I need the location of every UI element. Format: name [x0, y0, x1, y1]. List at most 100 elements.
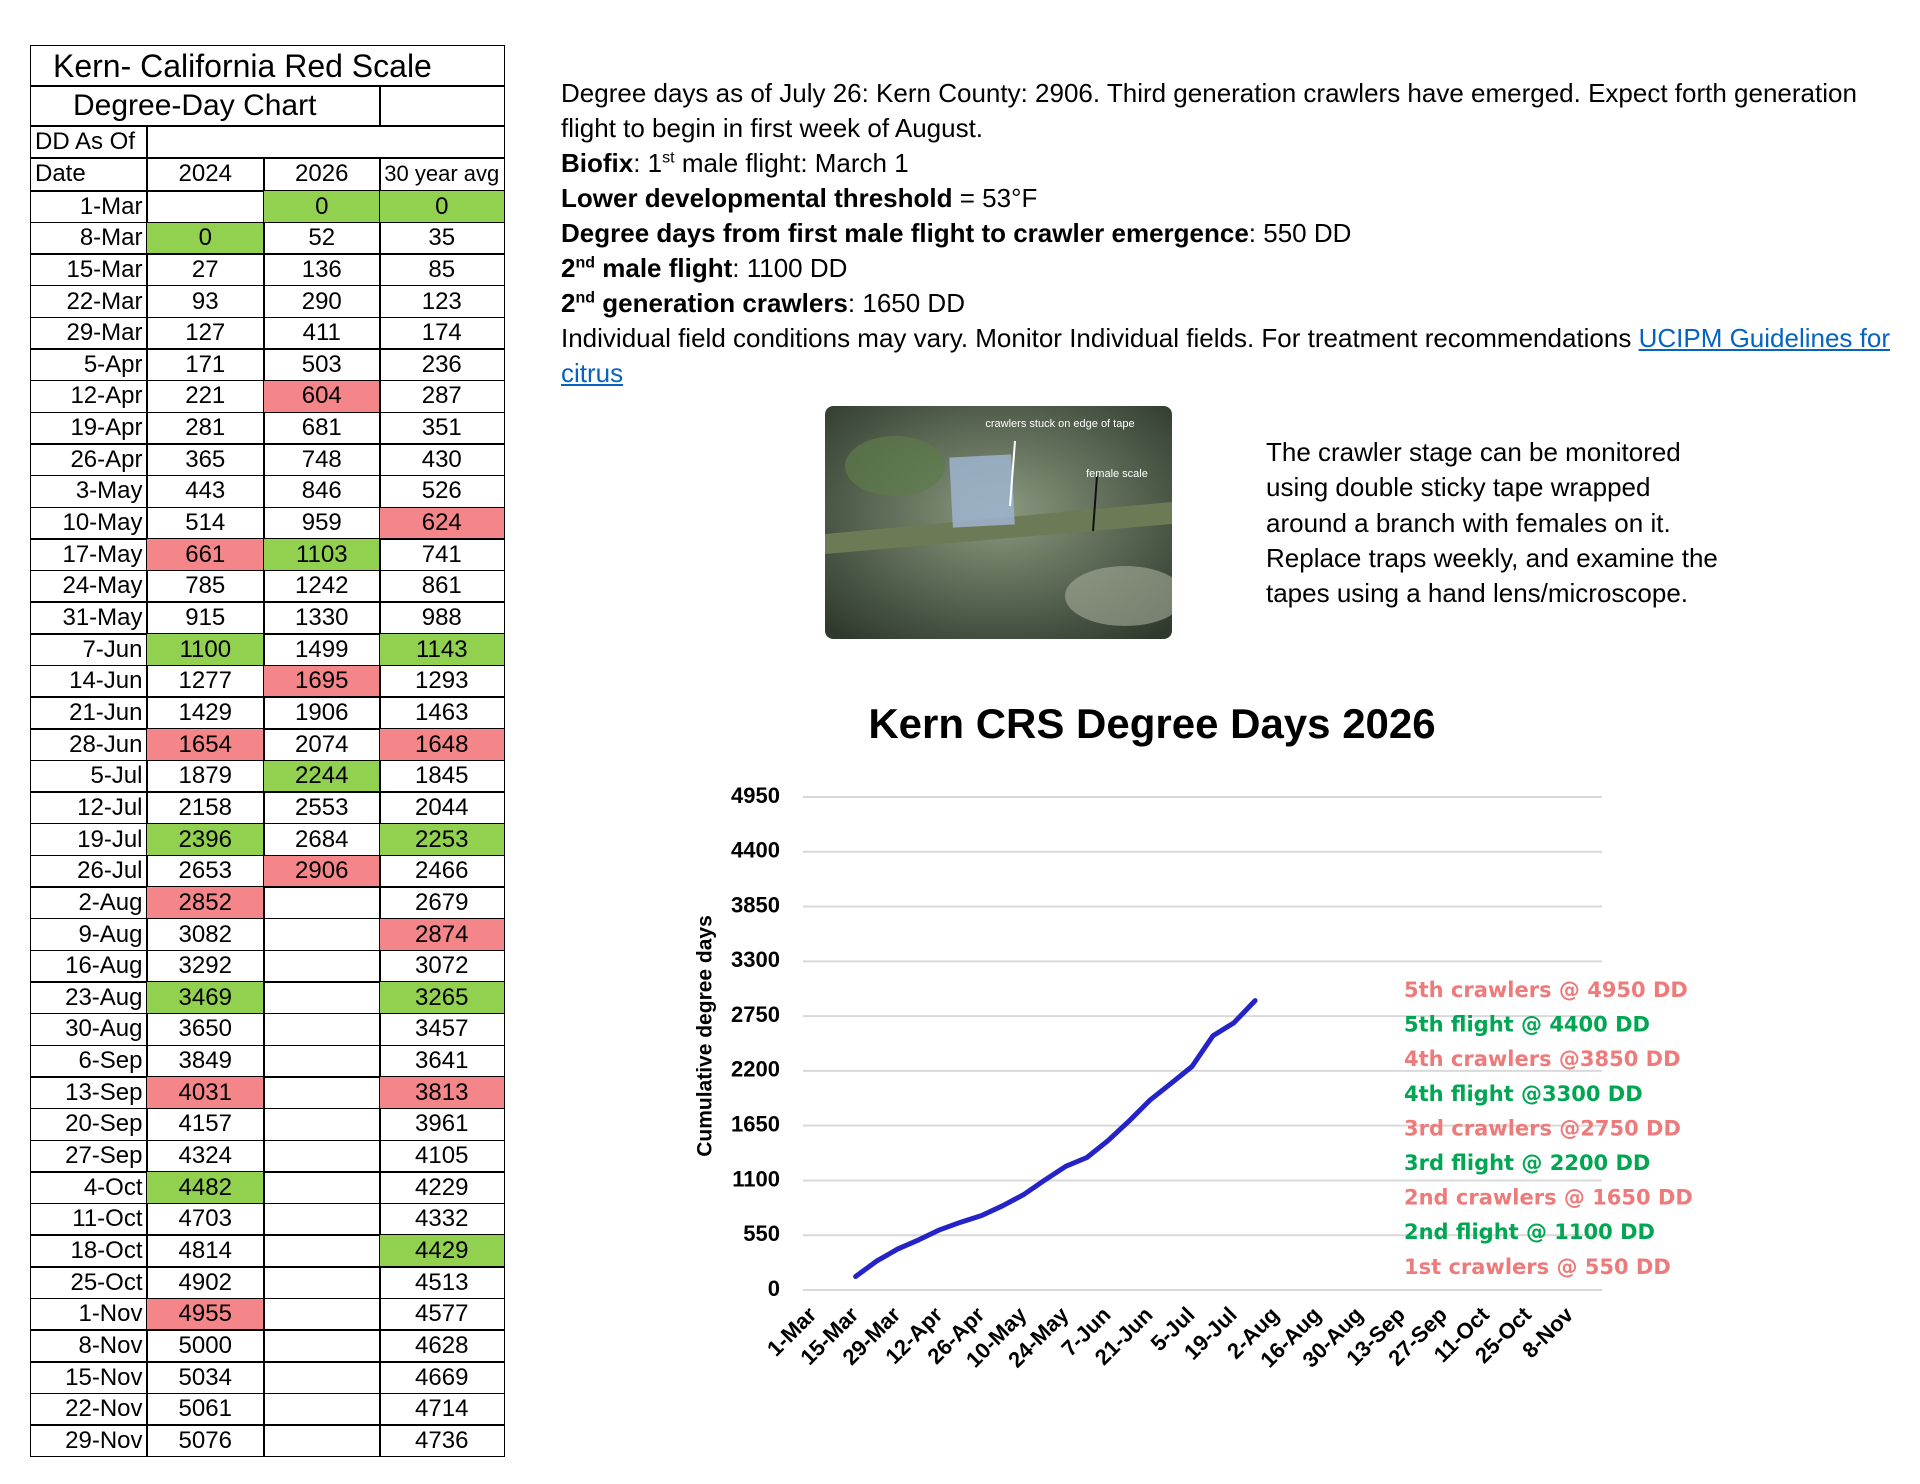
table-cell: 0 — [146, 221, 265, 255]
table-cell: 4513 — [379, 1266, 505, 1300]
column-header: 2024 — [146, 157, 265, 192]
table-cell — [263, 1076, 381, 1110]
y-tick-label: 1650 — [731, 1111, 780, 1136]
y-tick-label: 4950 — [731, 783, 780, 808]
table-cell — [263, 886, 381, 920]
leaf — [845, 436, 945, 496]
table-cell — [263, 1107, 381, 1141]
table-cell: 2684 — [263, 823, 381, 857]
table-cell: 281 — [146, 411, 265, 445]
table-cell: 1695 — [263, 664, 381, 698]
table-cell: 988 — [379, 601, 505, 635]
table-cell: 1293 — [379, 664, 505, 698]
table-cell: 2044 — [379, 791, 505, 825]
row-date: 27-Sep — [30, 1139, 148, 1173]
text-span: male flight: March 1 — [674, 148, 909, 178]
tape — [949, 454, 1015, 528]
text-span: : 1650 DD — [847, 288, 965, 318]
row-date: 2-Aug — [30, 886, 148, 920]
table-cell — [263, 1424, 381, 1458]
table-cell: 52 — [263, 221, 381, 255]
table-title: Kern- California Red Scale — [30, 45, 505, 87]
table-cell: 5076 — [146, 1424, 265, 1458]
table-cell: 915 — [146, 601, 265, 635]
table-cell: 0 — [263, 190, 381, 224]
note-paragraph: 2nd generation crawlers: 1650 DD — [561, 286, 1901, 321]
text-span: generation crawlers — [595, 288, 848, 318]
text-span: Degree days from first male flight to cr… — [561, 218, 1249, 248]
row-date: 12-Apr — [30, 379, 148, 414]
table-cell: 171 — [146, 348, 265, 382]
table-cell: 236 — [379, 348, 505, 382]
text-span: : 1 — [633, 148, 663, 178]
table-cell: 661 — [146, 538, 265, 572]
row-date: 19-Jul — [30, 823, 148, 857]
note-paragraph: Degree days as of July 26: Kern County: … — [561, 76, 1901, 146]
table-cell: 3961 — [379, 1107, 505, 1141]
table-cell: 2852 — [146, 886, 265, 920]
row-date: 12-Jul — [30, 791, 148, 825]
row-date: 31-May — [30, 601, 148, 635]
caption-line: Replace traps weekly, and examine the — [1266, 542, 1718, 573]
table-cell: 4429 — [379, 1234, 505, 1268]
table-cell: 2874 — [379, 917, 505, 952]
row-date: 22-Mar — [30, 284, 148, 319]
table-cell: 4332 — [379, 1202, 505, 1236]
note-paragraph: Lower developmental threshold = 53°F — [561, 181, 1901, 216]
text-span: male flight — [595, 253, 733, 283]
row-date: 8-Nov — [30, 1329, 148, 1363]
table-cell: 2466 — [379, 854, 505, 888]
table-cell: 624 — [379, 506, 505, 540]
leaf — [1065, 566, 1172, 626]
table-cell — [263, 1266, 381, 1300]
table-cell: 1499 — [263, 633, 381, 667]
table-cell — [263, 1234, 381, 1268]
table-cell: 1277 — [146, 664, 265, 698]
row-date: 1-Nov — [30, 1297, 148, 1331]
table-cell: 3292 — [146, 949, 265, 983]
text-span: st — [662, 149, 675, 167]
table-cell: 1879 — [146, 759, 265, 793]
text-span: Degree days as of July 26: Kern County: … — [561, 78, 1857, 143]
table-cell: 3265 — [379, 981, 505, 1015]
caption-line: tapes using a hand lens/microscope. — [1266, 578, 1689, 609]
table-cell: 1143 — [379, 633, 505, 667]
annotation: 2nd crawlers @ 1650 DD — [1404, 1186, 1693, 1210]
table-cell: 4577 — [379, 1297, 505, 1331]
note-paragraph: Individual field conditions may vary. Mo… — [561, 321, 1901, 391]
table-cell: 35 — [379, 221, 505, 255]
row-date: 5-Apr — [30, 348, 148, 382]
table-cell: 430 — [379, 443, 505, 477]
table-cell — [263, 1171, 381, 1205]
table-cell: 503 — [263, 348, 381, 382]
table-cell — [263, 1297, 381, 1331]
text-span: 2 — [561, 288, 576, 318]
row-date: 1-Mar — [30, 190, 148, 224]
table-cell: 2074 — [263, 728, 381, 762]
text-span: nd — [575, 254, 596, 272]
table-cell: 526 — [379, 474, 505, 508]
table-cell: 123 — [379, 284, 505, 319]
row-date: 19-Apr — [30, 411, 148, 445]
link[interactable]: UCIPM Guidelines for citrus — [561, 323, 1890, 388]
column-header: Date — [30, 157, 148, 192]
text-span: nd — [575, 289, 596, 307]
row-date: 4-Oct — [30, 1171, 148, 1205]
table-cell: 3072 — [379, 949, 505, 983]
y-tick-label: 3300 — [731, 947, 780, 972]
caption: The crawler stage can be monitored using … — [1266, 435, 1718, 611]
y-tick-label: 4400 — [731, 838, 780, 863]
row-date: 26-Apr — [30, 443, 148, 477]
text-span: : 1100 DD — [732, 253, 848, 283]
annotation: 3rd crawlers @2750 DD — [1404, 1116, 1681, 1140]
table-cell: 4105 — [379, 1139, 505, 1173]
table-cell: 861 — [379, 569, 505, 603]
table-cell: 5061 — [146, 1392, 265, 1426]
table-cell: 2244 — [263, 759, 381, 793]
annotation: 5th flight @ 4400 DD — [1404, 1013, 1650, 1037]
row-date: 23-Aug — [30, 981, 148, 1015]
table-cell: 4736 — [379, 1424, 505, 1458]
annotation: 4th flight @3300 DD — [1404, 1082, 1643, 1106]
table-cell: 785 — [146, 569, 265, 603]
